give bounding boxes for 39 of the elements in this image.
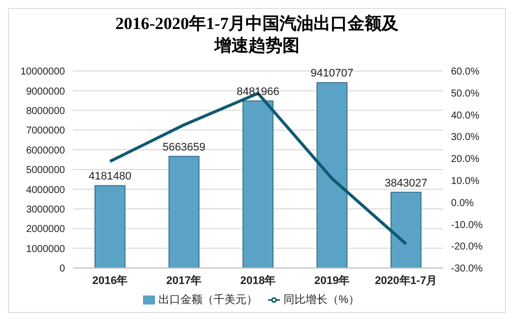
y-tick-label: 1000000 <box>26 244 66 255</box>
y2-tick-label: 30.0% <box>451 132 480 144</box>
y-tick-label: 10000000 <box>20 66 66 78</box>
y2-tick-label: 0.0% <box>451 198 474 209</box>
data-label: 4181480 <box>88 170 132 183</box>
data-label: 3843027 <box>384 177 428 190</box>
bar <box>390 192 422 268</box>
y2-tick-label: 50.0% <box>451 88 480 100</box>
bar <box>242 100 274 268</box>
chart-title: 2016-2020年1-7月中国汽油出口金额及增速趋势图 <box>114 13 400 57</box>
y-tick-label: 9000000 <box>26 86 66 98</box>
y-tick-label: 5000000 <box>26 165 66 176</box>
bar <box>168 156 200 268</box>
data-label: 5663659 <box>162 141 206 154</box>
y-tick-label: 0 <box>59 264 66 275</box>
x-tick-label: 2018年 <box>240 274 276 287</box>
data-label: 9410707 <box>310 68 354 80</box>
bar <box>316 82 348 268</box>
x-tick-label: 2019年 <box>314 274 350 287</box>
legend-label: 出口金额（千美元） <box>158 294 258 306</box>
legend-label: 同比增长（%） <box>284 294 360 306</box>
x-tick-label: 2017年 <box>166 274 202 287</box>
data-label: 8481966 <box>236 86 280 98</box>
y2-tick-label: -10.0% <box>451 220 483 231</box>
y2-tick-label: 10.0% <box>451 176 480 187</box>
x-tick-label: 2020年1-7月 <box>374 274 438 287</box>
y-tick-label: 3000000 <box>26 204 66 216</box>
y-tick-label: 2000000 <box>26 224 66 236</box>
y2-tick-label: -30.0% <box>451 264 483 275</box>
y2-tick-label: -20.0% <box>451 242 483 253</box>
y2-tick-label: 60.0% <box>451 66 480 78</box>
y-tick-label: 6000000 <box>26 145 66 156</box>
x-tick-label: 2016年 <box>92 274 128 287</box>
y-tick-label: 8000000 <box>26 106 66 117</box>
bar <box>94 185 126 268</box>
y-tick-label: 7000000 <box>26 126 66 137</box>
y2-tick-label: 40.0% <box>451 110 480 122</box>
y-tick-label: 4000000 <box>26 184 66 196</box>
y2-tick-label: 20.0% <box>451 154 480 166</box>
